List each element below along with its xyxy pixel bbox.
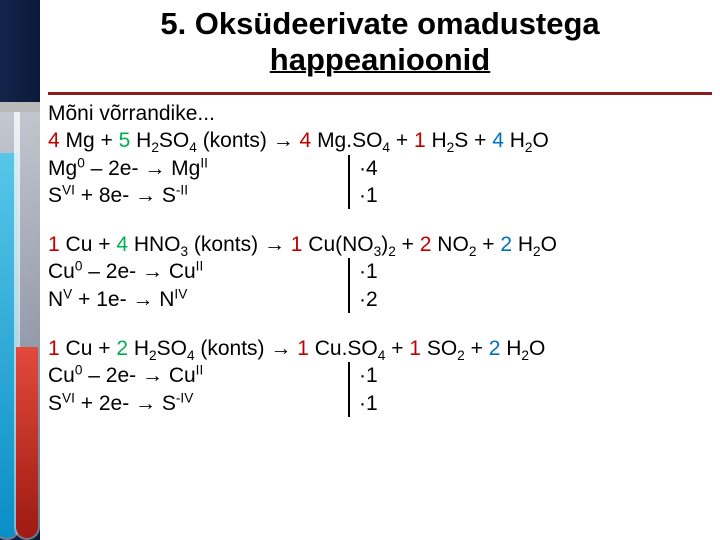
half-reaction-1: Cu0 – 2e- → CuII·1 [48,258,708,285]
half-reaction-2: SVI + 2e- → S-IV·1 [48,390,708,417]
overall-equation: 1 Cu + 2 H2SO4 (konts) → 1 Cu.SO4 + 1 SO… [48,335,708,362]
multiplier: ·1 [353,182,378,209]
content-area: Mõni võrrandike... 4 Mg + 5 H2SO4 (konts… [48,100,708,439]
half-reactions: Mg0 – 2e- → MgII·4SVI + 8e- → S-II·1 [48,155,708,210]
half-reaction-expr: Mg0 – 2e- → MgII [48,155,353,182]
half-reaction-expr: Cu0 – 2e- → CuII [48,362,353,389]
half-reaction-1: Mg0 – 2e- → MgII·4 [48,155,708,182]
tube-fill-red [16,347,38,539]
intro-text: Mõni võrrandike... [48,100,708,127]
test-tube-icon [14,110,40,540]
half-reactions: Cu0 – 2e- → CuII·1SVI + 2e- → S-IV·1 [48,362,708,417]
title-line-1: 5. Oksüdeerivate omadustega [160,6,599,41]
multiplier: ·1 [353,362,378,389]
multiplier: ·4 [353,155,378,182]
left-decorative-strip [0,0,40,540]
overall-equation: 4 Mg + 5 H2SO4 (konts) → 4 Mg.SO4 + 1 H2… [48,127,708,154]
slide-title: 5. Oksüdeerivate omadustega happeaniooni… [60,6,700,77]
title-area: 5. Oksüdeerivate omadustega happeaniooni… [60,6,700,77]
horizontal-rule [48,92,712,95]
equation-block: 1 Cu + 4 HNO3 (konts) → 1 Cu(NO3)2 + 2 N… [48,231,708,313]
multiplier: ·1 [353,258,378,285]
equation-block: 4 Mg + 5 H2SO4 (konts) → 4 Mg.SO4 + 1 H2… [48,127,708,209]
title-line-2: happeanioonid [270,42,490,77]
half-reaction-expr: SVI + 8e- → S-II [48,182,353,209]
half-reaction-expr: SVI + 2e- → S-IV [48,390,353,417]
half-reaction-1: Cu0 – 2e- → CuII·1 [48,362,708,389]
tube-cap-icon [12,102,40,112]
multiplier: ·1 [353,390,378,417]
half-reaction-2: SVI + 8e- → S-II·1 [48,182,708,209]
half-reaction-2: NV + 1e- → NIV·2 [48,286,708,313]
multiplier: ·2 [353,286,378,313]
equation-block: 1 Cu + 2 H2SO4 (konts) → 1 Cu.SO4 + 1 SO… [48,335,708,417]
overall-equation: 1 Cu + 4 HNO3 (konts) → 1 Cu(NO3)2 + 2 N… [48,231,708,258]
half-reaction-expr: NV + 1e- → NIV [48,286,353,313]
half-reaction-expr: Cu0 – 2e- → CuII [48,258,353,285]
slide: 5. Oksüdeerivate omadustega happeaniooni… [0,0,720,540]
half-reactions: Cu0 – 2e- → CuII·1NV + 1e- → NIV·2 [48,258,708,313]
